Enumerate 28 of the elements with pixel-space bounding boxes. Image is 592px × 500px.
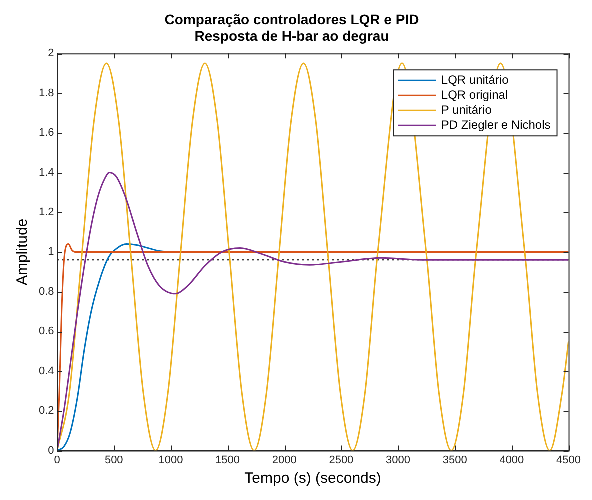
y-tick-label: 1.6 [38,127,54,140]
y-axis-title: Amplitude [14,218,32,286]
chart-title: Comparação controladores LQR e PID [164,11,420,28]
x-tick-label: 4500 [556,454,582,466]
x-tick-label: 2000 [272,454,297,466]
y-tick-label: 1.4 [38,166,54,179]
y-tick-label: 2 [48,48,54,60]
y-tick-label: 0.4 [38,365,54,378]
y-tick-label: 1 [48,246,54,258]
y-tick-label: 1.2 [38,206,54,219]
y-tick-label: 0.8 [38,286,54,298]
legend-label: LQR original [441,88,508,102]
x-tick-label: 3000 [386,454,411,466]
x-tick-label: 3500 [442,454,468,466]
x-tick-label: 500 [104,454,124,466]
legend-label: P unitário [441,102,492,117]
y-tick-label: 0.2 [38,405,54,418]
y-tick-label: 0 [48,444,54,457]
x-tick-label: 1000 [158,454,184,466]
legend-label: LQR unitário [441,72,510,87]
x-tick-label: 2500 [329,454,354,466]
chart-subtitle: Resposta de H-bar ao degrau [194,28,390,44]
x-tick-label: 4000 [500,454,524,466]
x-axis-title: Tempo (s) (seconds) [244,470,382,488]
legend-label: PD Ziegler e Nichols [441,118,551,132]
y-tick-label: 1.8 [38,87,54,100]
x-tick-label: 1500 [216,454,240,466]
y-tick-label: 0.6 [38,326,54,338]
